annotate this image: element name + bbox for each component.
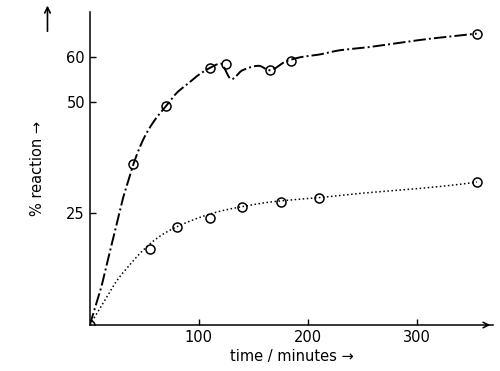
X-axis label: time / minutes →: time / minutes → (230, 349, 354, 364)
Text: % reaction →: % reaction → (30, 121, 45, 216)
